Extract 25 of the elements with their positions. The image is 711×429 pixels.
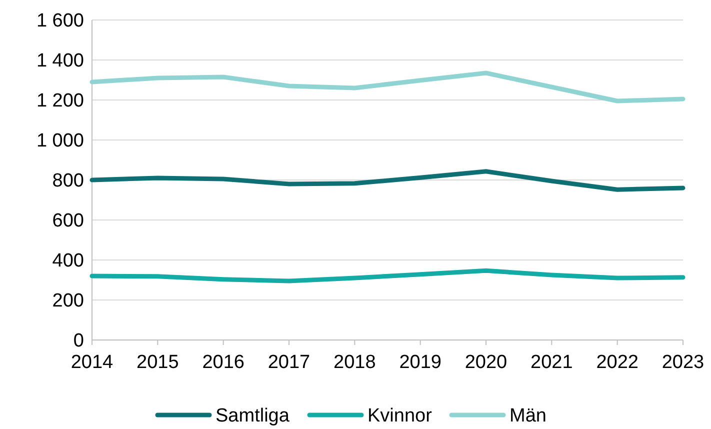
y-tick-label: 1 200 — [36, 90, 84, 112]
legend-label: Män — [510, 406, 546, 427]
y-tick-label: 1 400 — [36, 50, 84, 72]
legend-label: Kvinnor — [368, 406, 433, 427]
x-tick-label: 2014 — [70, 352, 114, 373]
y-tick-label: 200 — [52, 290, 84, 312]
legend-label: Samtliga — [216, 406, 290, 427]
x-tick-label: 2021 — [530, 352, 573, 373]
line-series — [90, 268, 686, 284]
x-tick-label: 2016 — [202, 352, 244, 373]
y-tick-label: 0 — [73, 330, 84, 352]
y-tick-label: 1 600 — [36, 10, 84, 32]
x-tick-label: 2023 — [662, 352, 704, 373]
x-tick-label: 2015 — [136, 352, 179, 373]
y-tick-label: 1 000 — [36, 130, 84, 152]
y-tick-label: 400 — [52, 250, 84, 272]
x-tick-label: 2020 — [464, 352, 508, 373]
y-tick-label: 600 — [52, 210, 84, 232]
y-tick-label: 800 — [52, 170, 84, 192]
line-series — [90, 70, 686, 104]
line-series — [90, 169, 686, 192]
x-tick-label: 2019 — [399, 352, 442, 373]
x-tick-label: 2022 — [596, 352, 638, 373]
x-tick-label: 2017 — [268, 352, 310, 373]
x-tick-label: 2018 — [334, 352, 376, 373]
